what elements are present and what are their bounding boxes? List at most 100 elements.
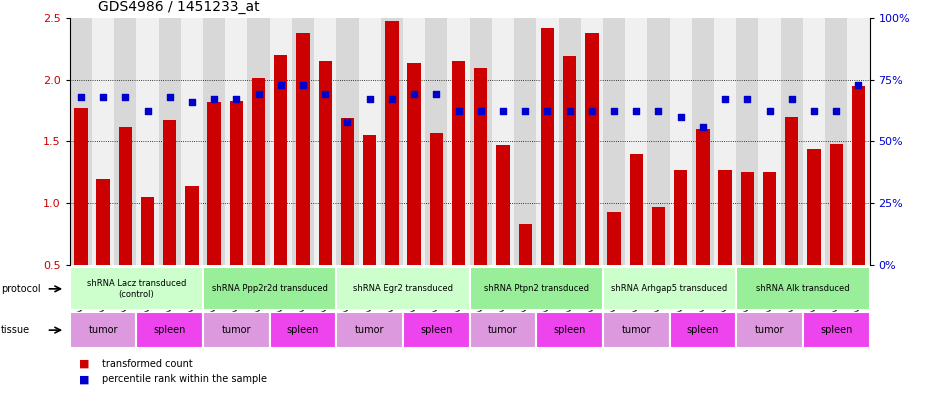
Bar <box>70 267 203 310</box>
Bar <box>603 267 737 310</box>
Point <box>184 99 199 105</box>
Bar <box>74 108 87 265</box>
Bar <box>270 312 337 348</box>
Point <box>451 107 466 114</box>
Text: shRNA Alk transduced: shRNA Alk transduced <box>756 285 850 293</box>
Text: tumor: tumor <box>488 325 518 335</box>
Bar <box>452 61 465 265</box>
Bar <box>830 144 843 265</box>
Bar <box>470 18 492 265</box>
Text: GDS4986 / 1451233_at: GDS4986 / 1451233_at <box>98 0 259 14</box>
Bar <box>670 18 692 265</box>
Bar <box>807 149 820 265</box>
Bar <box>425 18 447 265</box>
Bar <box>519 224 532 265</box>
Bar <box>647 18 670 265</box>
Point <box>162 94 177 100</box>
Bar <box>97 178 110 265</box>
Bar <box>740 173 754 265</box>
Text: tumor: tumor <box>221 325 251 335</box>
Point <box>762 107 777 114</box>
Text: tumor: tumor <box>621 325 651 335</box>
Text: spleen: spleen <box>820 325 853 335</box>
Point <box>473 107 488 114</box>
Point <box>562 107 577 114</box>
Text: shRNA Egr2 transduced: shRNA Egr2 transduced <box>353 285 453 293</box>
Bar <box>180 18 203 265</box>
Bar <box>430 133 443 265</box>
Bar <box>252 78 265 265</box>
Bar <box>737 267 870 310</box>
Point <box>651 107 666 114</box>
Bar <box>119 127 132 265</box>
Bar <box>825 18 847 265</box>
Bar <box>337 312 403 348</box>
Point <box>696 123 711 130</box>
Bar <box>380 18 403 265</box>
Point <box>606 107 621 114</box>
Bar <box>785 117 799 265</box>
Bar <box>803 18 825 265</box>
Bar <box>559 18 580 265</box>
Bar <box>203 18 225 265</box>
Bar <box>230 101 243 265</box>
Bar <box>247 18 270 265</box>
Bar <box>847 18 870 265</box>
Point <box>273 81 288 88</box>
Bar <box>537 18 559 265</box>
Text: tumor: tumor <box>88 325 118 335</box>
Point <box>718 96 733 103</box>
Point <box>806 107 821 114</box>
Text: spleen: spleen <box>686 325 719 335</box>
Bar <box>474 68 487 265</box>
Text: spleen: spleen <box>420 325 453 335</box>
Point <box>296 81 311 88</box>
Point <box>740 96 755 103</box>
Bar <box>670 312 737 348</box>
Bar <box>292 18 314 265</box>
Bar <box>203 312 270 348</box>
Bar <box>137 312 203 348</box>
Bar <box>625 18 647 265</box>
Point <box>251 91 266 97</box>
Bar <box>585 33 599 265</box>
Point <box>784 96 799 103</box>
Bar <box>652 207 665 265</box>
Bar <box>225 18 247 265</box>
Text: spleen: spleen <box>553 325 586 335</box>
Text: transformed count: transformed count <box>102 358 193 369</box>
Bar <box>759 18 780 265</box>
Bar <box>270 18 292 265</box>
Point <box>829 107 844 114</box>
Text: shRNA Ptpn2 transduced: shRNA Ptpn2 transduced <box>484 285 589 293</box>
Point <box>140 107 155 114</box>
Point <box>496 107 511 114</box>
Bar <box>114 18 137 265</box>
Point <box>384 96 399 103</box>
Bar <box>297 33 310 265</box>
Bar <box>70 312 137 348</box>
Point <box>518 107 533 114</box>
Bar <box>852 86 865 265</box>
Bar <box>780 18 803 265</box>
Bar <box>70 18 92 265</box>
Bar <box>563 56 577 265</box>
Bar <box>340 118 354 265</box>
Text: protocol: protocol <box>1 284 41 294</box>
Bar <box>407 64 420 265</box>
Bar <box>737 312 803 348</box>
Bar <box>737 18 759 265</box>
Point <box>96 94 111 100</box>
Bar <box>447 18 470 265</box>
Bar <box>92 18 114 265</box>
Bar <box>363 135 377 265</box>
Text: shRNA Lacz transduced
(control): shRNA Lacz transduced (control) <box>86 279 186 299</box>
Point <box>584 107 599 114</box>
Text: shRNA Ppp2r2d transduced: shRNA Ppp2r2d transduced <box>212 285 327 293</box>
Bar <box>337 267 470 310</box>
Text: tissue: tissue <box>1 325 30 335</box>
Bar <box>403 312 470 348</box>
Bar <box>274 55 287 265</box>
Bar <box>470 267 603 310</box>
Bar <box>314 18 337 265</box>
